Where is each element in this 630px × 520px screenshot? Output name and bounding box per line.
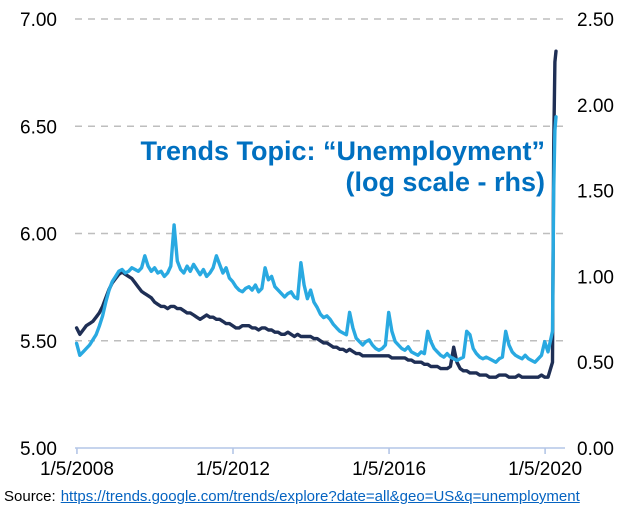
light-blue-trends-rhs-line: [74, 115, 558, 364]
y-left-tick-label: 5.00: [20, 439, 57, 460]
y-right-tick-label: 0.00: [577, 439, 614, 460]
chart-plot-svg: 5.00 5.50 6.00 6.50 7.00 0.00 0.50 1.00 1.50 2.00…: [20, 10, 614, 480]
source-link[interactable]: https://trends.google.com/trends/explore…: [60, 488, 580, 505]
x-axis-tick-label: 1/5/2020: [508, 459, 582, 480]
x-axis-tick-label: 1/5/2008: [40, 459, 114, 480]
source-label: Source:: [4, 488, 56, 505]
y-right-tick-label: 2.50: [577, 10, 614, 31]
y-left-tick-label: 6.50: [20, 117, 57, 138]
y-right-tick-label: 1.50: [577, 182, 614, 203]
y-left-tick-label: 5.50: [20, 332, 57, 353]
source-line: Source: https://trends.google.com/trends/…: [4, 488, 580, 505]
y-right-tick-label: 1.00: [577, 267, 614, 288]
chart-title-line1: Trends Topic: “Unemployment”: [140, 136, 545, 166]
trends-unemployment-chart: 5.00 5.50 6.00 6.50 7.00 0.00 0.50 1.00 1.50 2.00…: [20, 10, 614, 480]
dark-navy-lhs-line: [74, 49, 558, 379]
y-right-tick-label: 2.00: [577, 96, 614, 117]
y-left-tick-label: 7.00: [20, 10, 57, 31]
y-left-tick-label: 6.00: [20, 225, 57, 246]
chart-title-line2: (log scale - rhs): [345, 167, 545, 197]
x-axis-tick-label: 1/5/2012: [196, 459, 270, 480]
chart-title: Trends Topic: “Unemployment” (log scale …: [140, 136, 545, 198]
y-right-tick-label: 0.50: [577, 353, 614, 374]
x-axis-tick-label: 1/5/2016: [352, 459, 426, 480]
